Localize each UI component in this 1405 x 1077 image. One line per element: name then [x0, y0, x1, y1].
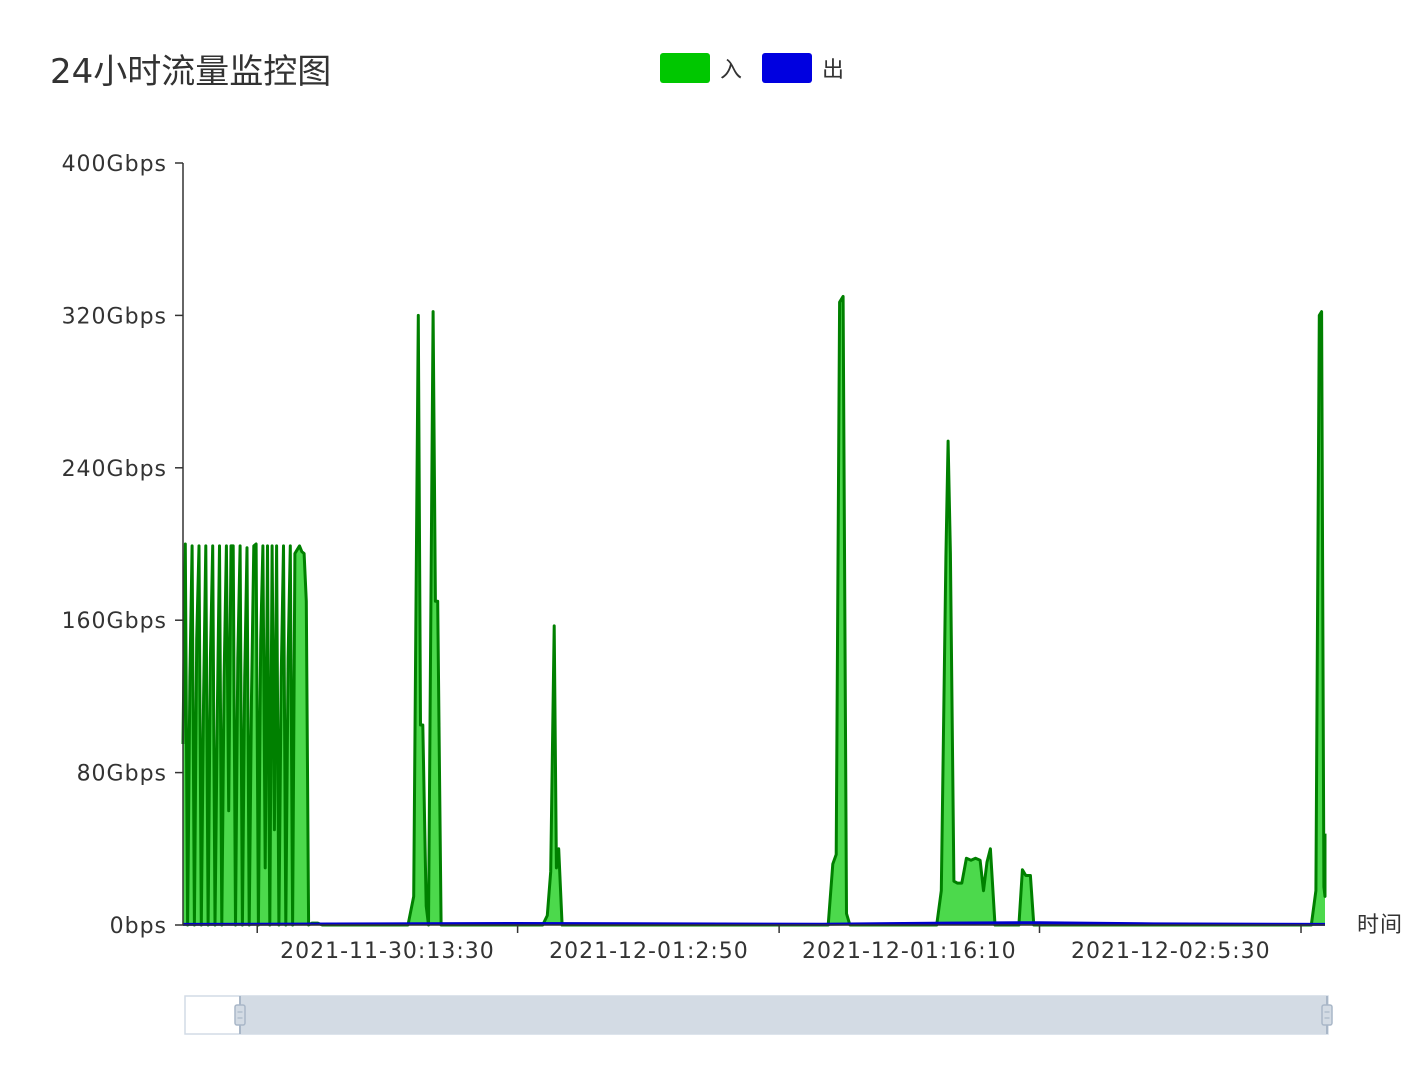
y-tick-label: 400Gbps [62, 152, 167, 177]
zoom-handle-right[interactable] [1321, 1004, 1333, 1026]
legend-swatch-in [660, 53, 710, 83]
y-tick-label: 160Gbps [62, 609, 167, 634]
zoom-selection[interactable] [240, 996, 1328, 1034]
legend-swatch-out [762, 53, 813, 83]
axes: 0bps 80Gbps 160Gbps 240Gbps 320Gbps 400Gbps 20… [62, 152, 1403, 964]
y-tick-label: 0bps [110, 914, 167, 939]
legend: 入 出 [660, 52, 864, 84]
legend-item-out[interactable]: 出 [762, 52, 844, 84]
y-tick-label: 320Gbps [62, 304, 167, 329]
x-tick-label: 2021-12-01:2:50 [549, 939, 749, 964]
x-tick-label: 2021-12-02:5:30 [1071, 939, 1271, 964]
x-tick-label: 2021-11-30:13:30 [280, 939, 495, 964]
legend-label-in: 入 [720, 58, 743, 83]
y-tick-label: 80Gbps [77, 762, 167, 787]
data-zoom-slider[interactable] [184, 995, 1333, 1035]
series-in-area [183, 296, 1325, 925]
legend-label-out: 出 [822, 58, 845, 83]
series-out-line [182, 921, 1326, 926]
y-tick-label: 240Gbps [62, 457, 167, 482]
x-axis-title: 时间 [1357, 913, 1403, 938]
series-in-line [181, 294, 1327, 927]
legend-item-in[interactable]: 入 [660, 52, 742, 84]
plot-area [181, 294, 1327, 927]
x-tick-label: 2021-12-01:16:10 [802, 939, 1017, 964]
chart-title: 24小时流量监控图 [50, 52, 332, 92]
zoom-handle-left[interactable] [234, 1004, 246, 1026]
